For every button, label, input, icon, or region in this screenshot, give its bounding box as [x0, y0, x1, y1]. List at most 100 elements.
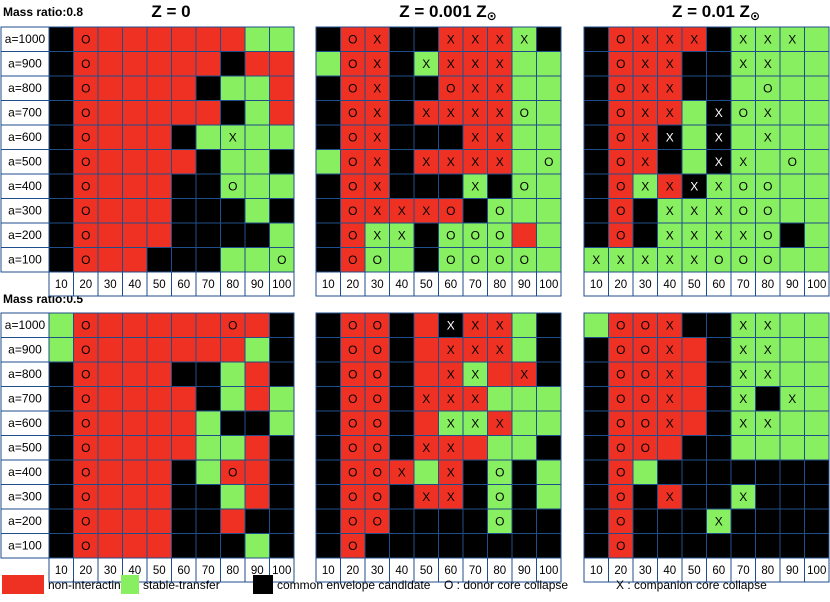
companion-collapse-mark: X — [471, 319, 479, 333]
companion-collapse-mark: X — [520, 33, 528, 47]
donor-collapse-mark: O — [616, 343, 625, 357]
companion-collapse-mark: X — [641, 253, 649, 267]
donor-collapse-mark: O — [616, 539, 625, 553]
companion-collapse-mark: X — [447, 57, 455, 71]
x-tick-label: 10 — [322, 279, 335, 291]
heatmap-cell — [315, 26, 341, 52]
heatmap-cell — [73, 386, 99, 412]
x-tick-label: 90 — [251, 279, 264, 291]
heatmap-cell — [73, 173, 99, 199]
companion-collapse-mark: X — [422, 57, 430, 71]
donor-collapse-mark: O — [641, 417, 650, 431]
heatmap-cell — [146, 75, 172, 101]
legend-label-stable-transfer: stable-transfer — [143, 578, 220, 592]
heatmap-cell — [122, 247, 148, 273]
companion-collapse-mark: X — [666, 82, 674, 96]
donor-collapse-mark: O — [348, 57, 357, 71]
companion-collapse-mark: X — [715, 204, 723, 218]
x-tick-label: 40 — [128, 565, 141, 577]
heatmap-cell — [146, 124, 172, 150]
x-tick-label: 40 — [395, 565, 408, 577]
heatmap-cell — [681, 435, 707, 461]
companion-collapse-mark: X — [764, 319, 772, 333]
donor-collapse-mark: O — [616, 392, 625, 406]
heatmap-cell — [195, 51, 221, 77]
heatmap-cell — [779, 222, 805, 248]
heatmap-cell — [608, 222, 634, 248]
heatmap-cell — [413, 100, 439, 126]
heatmap-cell — [171, 173, 197, 199]
heatmap-cell — [122, 410, 148, 436]
heatmap-cell — [97, 459, 123, 485]
donor-collapse-mark: O — [763, 204, 772, 218]
x-tick-label: 60 — [177, 279, 190, 291]
x-tick-label: 40 — [663, 279, 676, 291]
donor-collapse-mark: O — [81, 131, 90, 145]
heatmap-cell — [657, 247, 683, 273]
heatmap-cell — [315, 484, 341, 510]
heatmap-cell — [195, 337, 221, 363]
legend-label-non-interacting: non-interacting — [48, 578, 127, 592]
companion-collapse-mark: X — [641, 180, 649, 194]
x-label-box — [608, 557, 634, 583]
y-tick-label: a=600 — [8, 130, 42, 144]
heatmap-cell — [804, 361, 830, 387]
companion-collapse-mark: X — [447, 319, 455, 333]
companion-collapse-mark: X — [690, 204, 698, 218]
heatmap-cell — [681, 361, 707, 387]
heatmap-cell — [632, 508, 658, 534]
heatmap-cell — [487, 26, 513, 52]
heatmap-cell — [48, 435, 74, 461]
heatmap-cell — [389, 149, 415, 175]
companion-collapse-mark: X — [715, 515, 723, 529]
heatmap-cell — [632, 533, 658, 559]
heatmap-cell — [511, 435, 537, 461]
x-tick-label: 100 — [539, 279, 558, 291]
x-label-box — [632, 557, 658, 583]
heatmap-cell — [364, 100, 390, 126]
companion-collapse-mark: X — [641, 33, 649, 47]
heatmap-cell — [146, 459, 172, 485]
heatmap-cell — [269, 222, 295, 248]
heatmap-cell — [706, 198, 732, 224]
heatmap-cell — [389, 51, 415, 77]
companion-collapse-mark: X — [398, 466, 406, 480]
heatmap-cell — [706, 459, 732, 485]
heatmap-cell — [146, 508, 172, 534]
companion-collapse-mark: X — [471, 417, 479, 431]
donor-collapse-mark: O — [616, 490, 625, 504]
heatmap-cell — [48, 410, 74, 436]
y-tick-label: a=600 — [8, 416, 42, 430]
heatmap-cell — [220, 337, 246, 363]
heatmap-cell — [462, 459, 488, 485]
heatmap-cell — [536, 51, 562, 77]
heatmap-cell — [462, 100, 488, 126]
donor-collapse-mark: O — [81, 490, 90, 504]
heatmap-cell — [462, 173, 488, 199]
y-tick-label: a=500 — [8, 441, 42, 455]
heatmap-cell — [706, 410, 732, 436]
companion-collapse-mark: X — [471, 131, 479, 145]
heatmap-cell — [171, 100, 197, 126]
x-tick-label: 70 — [202, 565, 215, 577]
donor-collapse-mark: O — [348, 106, 357, 120]
heatmap-cell — [681, 533, 707, 559]
heatmap-cell — [511, 124, 537, 150]
heatmap-cell — [608, 100, 634, 126]
heatmap-cell — [146, 198, 172, 224]
heatmap-cell — [706, 484, 732, 510]
heatmap-cell — [583, 508, 609, 534]
x-tick-label: 30 — [371, 279, 384, 291]
donor-collapse-mark: O — [446, 229, 455, 243]
heatmap-cell — [195, 410, 221, 436]
companion-collapse-mark: X — [690, 253, 698, 267]
x-label-box — [536, 271, 562, 297]
heatmap-cell — [413, 435, 439, 461]
heatmap-cell — [632, 51, 658, 77]
heatmap-cell — [413, 508, 439, 534]
heatmap-cell — [413, 26, 439, 52]
heatmap-cell — [706, 247, 732, 273]
x-tick-label: 60 — [712, 565, 725, 577]
heatmap-cell — [122, 386, 148, 412]
